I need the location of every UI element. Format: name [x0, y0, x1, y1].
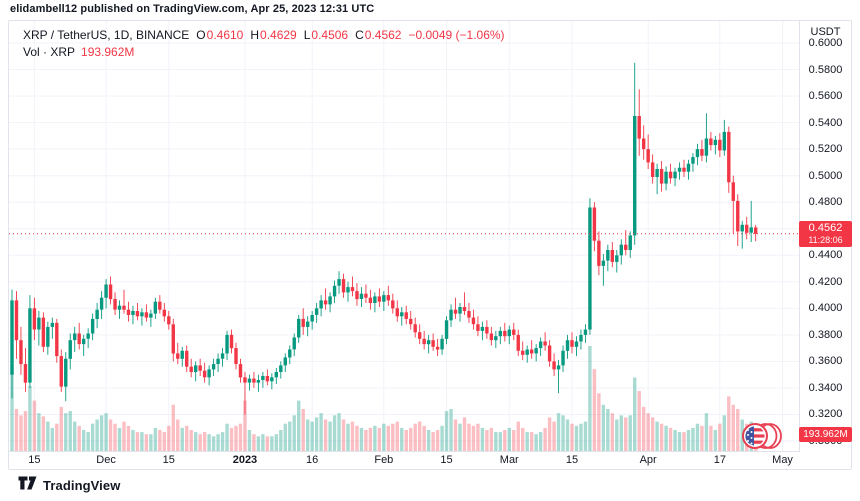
- time-axis[interactable]: 15 Dec 15 2023 16 Feb 15 Mar 15 Apr 17 May: [9, 451, 800, 469]
- price-axis[interactable]: USDT 0.6000 0.5800 0.5600 0.5400 0.5200 0.500…: [799, 21, 852, 453]
- price-tick-label: 0.6000: [808, 37, 843, 49]
- ohlc-low: L0.4506: [303, 28, 349, 42]
- price-tick-label: 0.3800: [808, 328, 843, 341]
- time-tick-label: 17: [713, 454, 726, 466]
- chart-frame: XRP / TetherUS, 1D, BINANCE O0.4610 H0.4…: [8, 20, 852, 470]
- footer: TradingView: [18, 476, 120, 495]
- tradingview-logo-icon[interactable]: [18, 476, 37, 495]
- price-tick-label: 0.5000: [808, 169, 843, 182]
- time-tick-label: 15: [162, 454, 175, 466]
- chart-legend[interactable]: XRP / TetherUS, 1D, BINANCE O0.4610 H0.4…: [23, 28, 505, 59]
- time-tick-label: 15: [440, 454, 453, 466]
- price-tick-label: 0.5600: [808, 90, 843, 103]
- price-tick-label: 0.3200: [808, 408, 843, 421]
- change-value: −0.0049 (−1.06%): [408, 28, 505, 42]
- price-tick-label: 0.5400: [808, 116, 843, 129]
- time-tick-label: 15: [565, 454, 579, 466]
- publish-caption: elidambell12 published on TradingView.co…: [10, 3, 375, 15]
- price-tick-label: 0.4200: [808, 275, 843, 288]
- time-tick-label: May: [772, 454, 793, 466]
- time-tick-label: Dec: [96, 454, 116, 466]
- time-tick-label: 2023: [232, 454, 258, 466]
- time-tick-label: 16: [306, 454, 319, 466]
- price-tick-label: 0.4000: [808, 302, 843, 315]
- time-tick-label: 15: [28, 454, 41, 466]
- price-tick-label: 0.5800: [808, 63, 843, 76]
- axis-currency-label: USDT: [810, 26, 841, 38]
- price-tick-label: 0.3600: [808, 355, 843, 368]
- ohlc-close: C0.4562: [355, 28, 402, 42]
- volume-axis-badge: 193.962M: [799, 427, 852, 442]
- price-chart-pane[interactable]: XRP / TetherUS, 1D, BINANCE O0.4610 H0.4…: [9, 21, 800, 453]
- tradingview-brand-text[interactable]: TradingView: [43, 478, 121, 493]
- price-tick-label: 0.5200: [808, 143, 843, 156]
- last-price-badge: 0.4562 11:28:06: [799, 220, 852, 247]
- ohlc-high: H0.4629: [250, 28, 297, 42]
- time-tick-label: Mar: [499, 454, 519, 466]
- time-tick-label: Apr: [639, 454, 657, 466]
- last-price-value: 0.4562: [808, 221, 843, 234]
- symbol-description[interactable]: XRP / TetherUS, 1D, BINANCE: [23, 28, 190, 42]
- time-tick-label: Feb: [374, 454, 394, 466]
- volume-study-label[interactable]: Vol · XRP: [23, 45, 76, 59]
- price-tick-label: 0.4800: [808, 196, 843, 209]
- price-tick-label: 0.3400: [808, 381, 843, 394]
- volume-value: 193.962M: [81, 45, 135, 59]
- price-tick-label: 0.4400: [808, 249, 843, 262]
- bar-countdown: 11:28:06: [808, 234, 843, 245]
- ohlc-open: O0.4610: [196, 28, 244, 42]
- candlestick-chart[interactable]: [9, 21, 800, 453]
